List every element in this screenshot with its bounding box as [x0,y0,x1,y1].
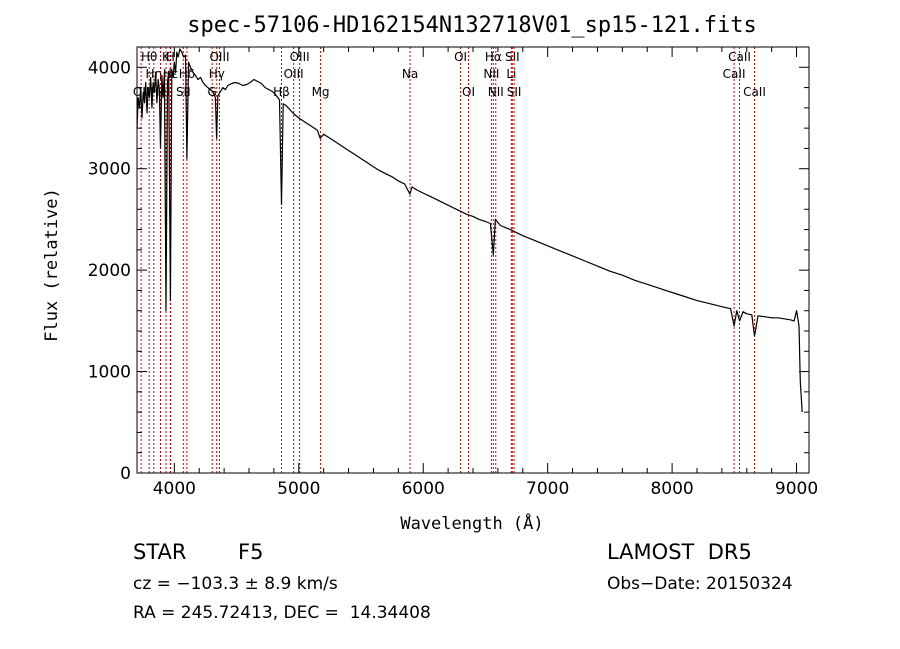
y-tick-label-4: 4000 [88,58,131,78]
marker-label-23: SII [505,50,520,64]
marker-label-13: OIII [284,67,304,81]
x-axis-label: Wavelength (Å) [400,512,543,534]
y-tick-label-1: 1000 [88,363,131,383]
marker-label-11: OIII [209,50,229,64]
marker-label-9: G [208,85,217,99]
x-tick-label-0: 4000 [153,479,196,499]
spectrum-layer [136,48,803,413]
x-tick-label-2: 6000 [402,479,445,499]
x-tick-label-4: 8000 [650,479,693,499]
marker-label-19: NII [483,67,499,81]
chart-title: spec-57106-HD162154N132718V01_sp15-121.f… [187,13,757,38]
y-axis-label: Flux (relative) [42,188,62,342]
marker-label-17: OI [454,50,467,64]
line-markers: OIIHθHηHeIKHHεHδSIIGHγOIIIHβOIIIOIIIMgNa… [133,47,766,473]
marker-label-20: Hα [485,50,502,64]
marker-label-25: CaII [723,67,746,81]
spectrum-line [136,48,803,413]
plot-frame [136,46,810,474]
object-subclass: F5 [238,540,264,564]
marker-label-6: Hε [163,67,179,81]
marker-label-12: Hβ [273,85,290,99]
axes: 4000 5000 6000 7000 8000 9000 0 1000 2000 3000 400… [88,46,818,499]
marker-label-1: Hθ [141,50,157,64]
x-tick-label-3: 7000 [526,479,569,499]
marker-label-22: Li [506,67,516,81]
object-class: STAR [133,540,187,564]
survey-name: LAMOST DR5 [607,540,752,564]
observation-date: Obs−Date: 20150324 [607,574,793,594]
marker-label-2: Hη [145,67,162,81]
marker-label-7: Hδ [179,67,195,81]
marker-label-27: CaII [743,85,766,99]
marker-label-26: CaII [728,50,751,64]
marker-label-14: OIII [290,50,310,64]
marker-label-8: SII [176,85,191,99]
y-tick-label-2: 2000 [88,261,131,281]
marker-label-15: Mg [312,85,330,99]
spectrum-chart: spec-57106-HD162154N132718V01_sp15-121.f… [42,13,818,534]
marker-label-21: NII [488,85,504,99]
coordinates: RA = 245.72413, DEC = 14.34408 [133,603,431,623]
marker-label-16: Na [402,67,418,81]
marker-label-10: Hγ [209,67,225,81]
y-tick-label-3: 3000 [88,160,131,180]
marker-label-24: SII [507,85,522,99]
x-tick-label-1: 5000 [277,479,320,499]
redshift-velocity: cz = −103.3 ± 8.9 km/s [133,574,338,594]
marker-label-4: K [162,50,171,64]
y-tick-label-0: 0 [120,464,131,484]
marker-label-18: OI [462,85,475,99]
x-tick-label-5: 9000 [775,479,818,499]
